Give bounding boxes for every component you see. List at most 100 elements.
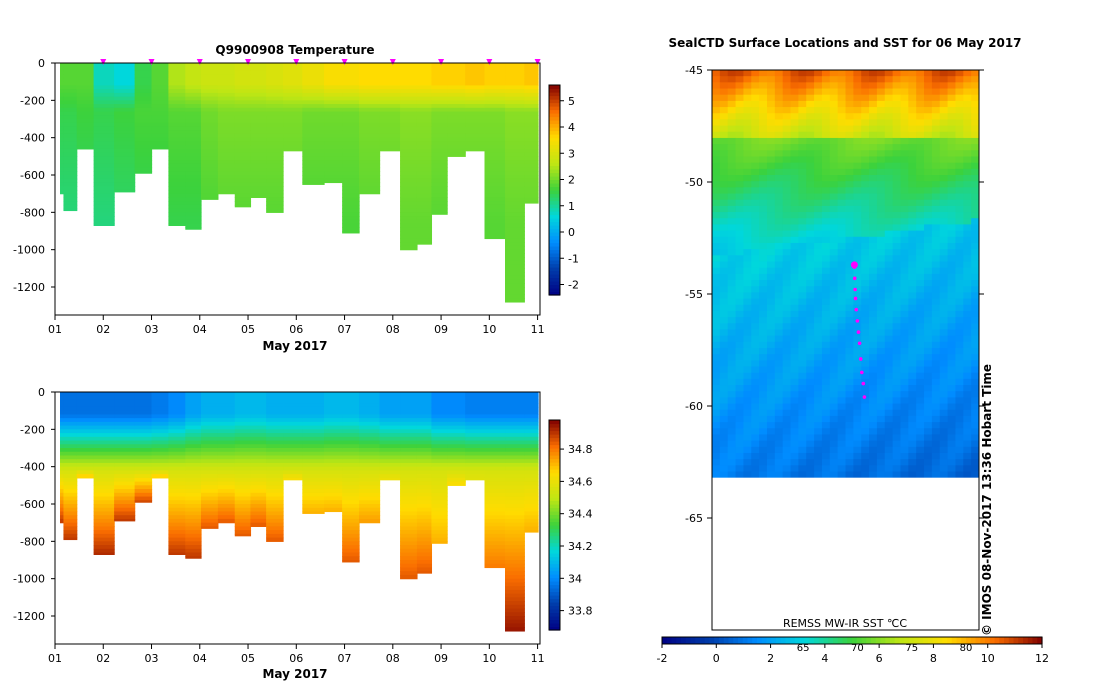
colorbar-segment xyxy=(871,637,877,644)
sst-cell xyxy=(963,391,972,398)
profile-cell xyxy=(416,474,433,479)
profile-column xyxy=(283,63,303,152)
sst-cell xyxy=(955,100,964,108)
sst-cell xyxy=(939,70,949,77)
profile-cell xyxy=(359,156,381,161)
sst-cell xyxy=(759,181,768,188)
profile-cell xyxy=(76,399,95,404)
profile-cell xyxy=(134,399,153,404)
colorbar-segment xyxy=(549,200,560,205)
sst-cell xyxy=(766,372,776,380)
sst-cell xyxy=(759,335,768,343)
sst-cell xyxy=(861,168,870,176)
profile-cell xyxy=(114,414,136,419)
profile-cell xyxy=(234,477,252,483)
profile-cell xyxy=(302,100,325,105)
profile-cell xyxy=(342,100,360,105)
profile-cell xyxy=(168,92,186,98)
sst-cell xyxy=(759,236,768,244)
profile-marker xyxy=(534,59,541,65)
profile-cell xyxy=(168,74,186,79)
sst-cell xyxy=(821,452,831,460)
sst-cell xyxy=(751,107,760,114)
sst-cell xyxy=(963,385,972,392)
profile-cell xyxy=(342,227,360,232)
colorbar-segment xyxy=(799,637,806,644)
profile-cell xyxy=(60,145,65,150)
profile-cell xyxy=(168,403,186,408)
profile-cell xyxy=(416,178,433,184)
profile-cell xyxy=(185,212,202,217)
sst-cell xyxy=(743,175,752,182)
colorbar-frame xyxy=(661,636,1043,645)
sst-cell xyxy=(821,422,831,429)
sst-cell xyxy=(963,354,972,361)
profile-cell xyxy=(416,89,433,94)
profile-cell xyxy=(234,451,252,457)
profile-cell xyxy=(200,395,219,401)
profile-cell xyxy=(266,89,284,94)
profile-cell xyxy=(93,481,115,486)
sst-cell xyxy=(790,236,799,244)
sst-cell xyxy=(766,298,776,306)
sst-cell xyxy=(782,409,792,417)
sst-cell xyxy=(774,100,784,108)
x-tick-label: 05 xyxy=(241,652,255,665)
profile-cell xyxy=(484,399,506,404)
sst-cell xyxy=(837,119,846,127)
profile-cell xyxy=(76,462,95,468)
sst-cell xyxy=(908,88,917,96)
profile-cell xyxy=(484,410,506,415)
profile-cell xyxy=(114,133,136,139)
sst-cell xyxy=(751,286,760,293)
profile-cell xyxy=(416,496,433,501)
profile-cell xyxy=(524,399,539,404)
sst-cell xyxy=(751,280,760,287)
sst-cell xyxy=(924,125,933,133)
sst-cell xyxy=(782,378,792,386)
profile-cell xyxy=(185,500,202,505)
profile-cell xyxy=(200,515,219,520)
profile-cell xyxy=(505,133,525,139)
sst-cell xyxy=(743,459,752,466)
sst-cell xyxy=(947,428,956,435)
profile-cell xyxy=(416,522,433,527)
sst-cell xyxy=(845,70,854,77)
profile-cell xyxy=(283,410,303,415)
profile-cell xyxy=(431,126,448,131)
profile-cell xyxy=(60,406,65,412)
profile-cell xyxy=(342,466,360,471)
sst-cell xyxy=(751,218,760,225)
profile-cell xyxy=(200,406,219,412)
profile-cell xyxy=(217,399,236,404)
profile-cell xyxy=(168,141,186,146)
profile-cell xyxy=(114,433,136,438)
sst-cell xyxy=(782,434,792,442)
sst-cell xyxy=(884,261,894,269)
sst-cell xyxy=(955,409,964,417)
profile-cell xyxy=(217,403,236,408)
sst-cell xyxy=(735,273,744,281)
profile-cell xyxy=(484,74,506,79)
sst-cell xyxy=(798,94,807,102)
sst-cell xyxy=(939,403,949,411)
profile-cell xyxy=(400,234,418,240)
sst-cell xyxy=(774,366,784,374)
profile-cell xyxy=(134,100,153,105)
sst-cell xyxy=(821,409,831,417)
sst-cell xyxy=(829,304,839,312)
colorbar-segment xyxy=(549,420,560,425)
profile-cell xyxy=(505,63,525,68)
sst-cell xyxy=(931,452,941,460)
sst-cell xyxy=(939,292,949,300)
temperature-x-axis: 01 02 03 04 05 06 07 08 09 10 11 xyxy=(48,315,545,336)
sst-cell xyxy=(971,397,980,405)
profile-cell xyxy=(93,92,115,98)
colorbar-segment xyxy=(549,514,560,519)
profile-cell xyxy=(114,152,136,157)
sst-cell xyxy=(861,323,870,330)
sst-cell xyxy=(743,144,752,151)
sst-cell xyxy=(829,119,839,127)
sst-cell xyxy=(955,310,964,318)
salinity-x-label: May 2017 xyxy=(262,667,327,681)
